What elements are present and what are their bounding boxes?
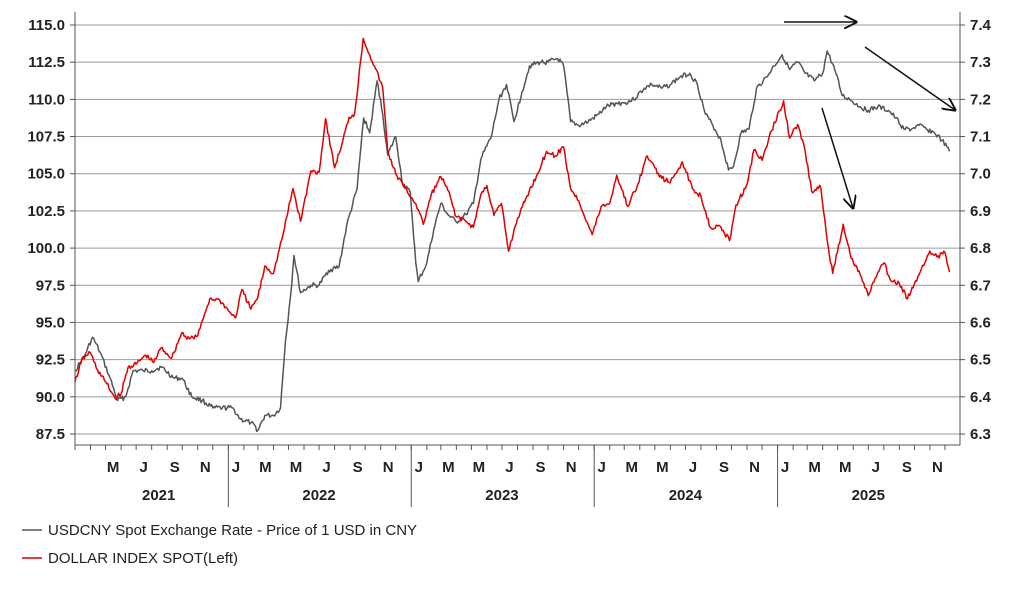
x-month-label: J	[781, 459, 789, 476]
x-month-label: N	[200, 459, 211, 476]
x-month-label: N	[749, 459, 760, 476]
left-axis: 115.0 112.5 110.0 107.5 105.0 102.5 100.0 97.5 9…	[27, 12, 76, 445]
x-month-label: M	[473, 459, 486, 476]
x-month-label: S	[536, 459, 546, 476]
arrow-down-right	[864, 46, 955, 110]
right-tick-label: 7.4	[970, 17, 992, 34]
left-tick-label: 97.5	[36, 277, 65, 294]
left-tick-label: 110.0	[28, 91, 65, 108]
x-month-label: S	[353, 459, 363, 476]
left-tick-label: 100.0	[27, 240, 65, 257]
x-month-label: M	[656, 459, 669, 476]
right-tick-label: 6.6	[970, 314, 991, 331]
left-tick-label: 90.0	[36, 389, 65, 406]
right-axis: 7.4 7.3 7.2 7.1 7.0 6.9 6.8 6.7 6.6 6.5 6.4 6.3	[959, 12, 992, 445]
x-month-label: J	[322, 459, 330, 476]
x-month-label: S	[170, 459, 180, 476]
right-tick-label: 6.9	[970, 203, 991, 220]
x-month-label: M	[839, 459, 852, 476]
x-month-label: M	[107, 459, 120, 476]
x-month-label: J	[232, 459, 240, 476]
left-tick-label: 112.5	[28, 54, 65, 71]
annotation-arrows	[784, 22, 955, 208]
x-month-label: J	[872, 459, 880, 476]
right-tick-label: 7.0	[970, 166, 991, 183]
right-tick-label: 6.4	[970, 389, 992, 406]
x-month-label: S	[719, 459, 729, 476]
right-tick-label: 6.8	[970, 240, 991, 257]
x-month-label: M	[808, 459, 821, 476]
left-tick-label: 102.5	[27, 203, 65, 220]
x-month-label: N	[932, 459, 943, 476]
x-month-label: M	[442, 459, 455, 476]
right-tick-label: 6.7	[970, 277, 991, 294]
x-year-label: 2024	[669, 487, 703, 504]
x-month-label: J	[689, 459, 697, 476]
left-tick-label: 95.0	[36, 314, 65, 331]
series-usdcny-line	[74, 50, 951, 433]
left-tick-label: 92.5	[36, 352, 65, 369]
series-dollar-index-line	[74, 37, 951, 401]
x-month-label: J	[415, 459, 423, 476]
x-year-label: 2022	[302, 487, 335, 504]
x-month-label: M	[259, 459, 272, 476]
x-year-label: 2023	[485, 487, 518, 504]
right-tick-label: 6.5	[970, 352, 991, 369]
x-month-label: N	[566, 459, 577, 476]
legend-item-usdcny-label: USDCNY Spot Exchange Rate - Price of 1 U…	[48, 522, 417, 539]
x-month-label: J	[505, 459, 513, 476]
left-tick-label: 107.5	[27, 129, 65, 146]
grid-lines	[75, 24, 960, 435]
x-month-label: N	[383, 459, 394, 476]
arrow-down	[821, 107, 853, 208]
x-month-label: S	[902, 459, 912, 476]
x-month-label: J	[139, 459, 147, 476]
x-year-label: 2021	[142, 487, 175, 504]
x-month-label: M	[626, 459, 639, 476]
right-tick-label: 7.3	[970, 54, 991, 71]
right-tick-label: 7.2	[970, 91, 991, 108]
left-tick-label: 87.5	[36, 426, 65, 443]
x-year-label: 2025	[852, 487, 885, 504]
right-tick-label: 7.1	[970, 129, 991, 146]
left-tick-label: 105.0	[27, 166, 65, 183]
left-tick-label: 115.0	[28, 17, 65, 34]
legend-item-dollar-index-label: DOLLAR INDEX SPOT(Left)	[48, 550, 238, 567]
series-layer	[74, 37, 951, 433]
x-month-label: M	[290, 459, 303, 476]
right-tick-label: 6.3	[970, 426, 991, 443]
x-month-label: J	[598, 459, 606, 476]
legend: USDCNY Spot Exchange Rate - Price of 1 U…	[22, 522, 417, 567]
